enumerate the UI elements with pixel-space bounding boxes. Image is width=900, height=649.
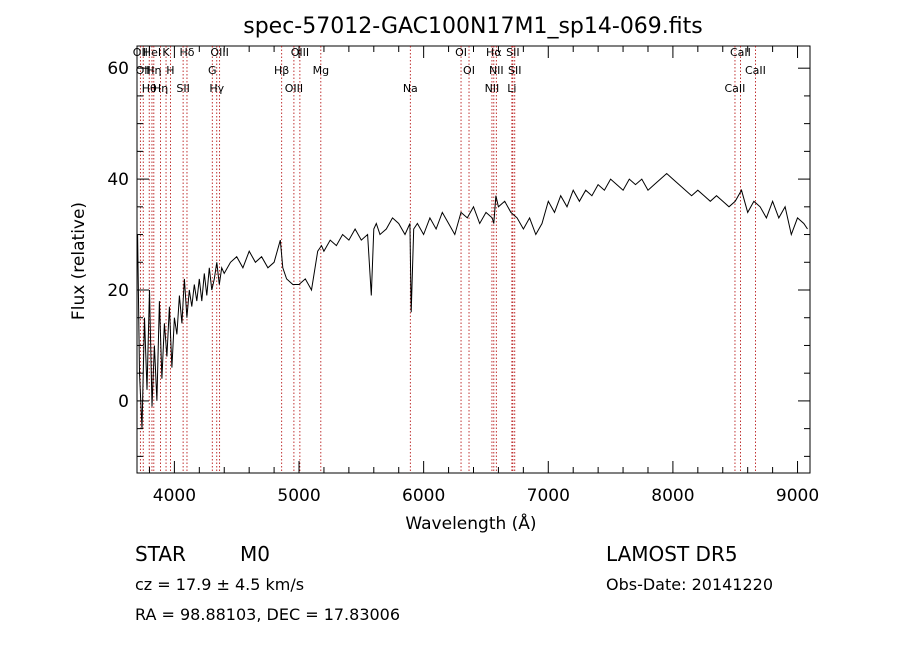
spectral-line-label: OIII	[210, 46, 228, 59]
spectral-line-label: CaII	[730, 46, 751, 59]
x-axis-ticks: 4000 5000 6000 7000 8000 9000	[148, 46, 819, 506]
spectral-line-label: K	[162, 46, 170, 59]
spectral-line-label: CaII	[725, 82, 746, 95]
x-tick-label: 9000	[776, 486, 819, 506]
y-axis-label: Flux (relative)	[69, 202, 89, 320]
class-label: STAR	[135, 542, 186, 566]
obs-date: Obs-Date: 20141220	[606, 575, 773, 594]
spectral-line-label: Mg	[313, 64, 329, 77]
spectral-line-label: OI	[455, 46, 467, 59]
x-axis-label: Wavelength (Å)	[405, 512, 536, 534]
x-tick-label: 6000	[402, 486, 445, 506]
x-tick-label: 5000	[277, 486, 320, 506]
spectral-line-label: Hδ	[179, 46, 194, 59]
spectral-line-label: Hγ	[209, 82, 224, 95]
x-tick-label: 8000	[651, 486, 694, 506]
x-tick-label: 4000	[153, 486, 196, 506]
spectral-line-label: Hβ	[274, 64, 289, 77]
spectral-line-label: HeI	[143, 46, 161, 59]
y-tick-label: 60	[107, 59, 129, 79]
spectral-line-label: Hη	[146, 64, 161, 77]
cz-value: cz = 17.9 ± 4.5 km/s	[135, 575, 304, 594]
y-tick-label: 20	[107, 281, 129, 301]
spectral-line-label: G	[208, 64, 217, 77]
spectral-line-label: CaII	[745, 64, 766, 77]
y-axis-ticks: 0 20 40 60	[107, 59, 810, 457]
spectral-line-label: Hθ	[142, 82, 157, 95]
spectral-line-label: NII	[489, 64, 504, 77]
survey-label: LAMOST DR5	[606, 542, 738, 566]
spectral-line-label: SII	[508, 64, 521, 77]
spectral-line-label: SII	[506, 46, 519, 59]
chart-title: spec-57012-GAC100N17M1_sp14-069.fits	[243, 14, 703, 39]
subclass-label: M0	[240, 542, 270, 566]
spectral-line-label: H	[166, 64, 174, 77]
spectral-line-label: OII	[133, 46, 148, 59]
y-tick-label: 0	[118, 392, 129, 412]
y-tick-label: 40	[107, 170, 129, 190]
spectrum-line	[137, 172, 808, 429]
spectral-line-label: OII	[136, 64, 151, 77]
spectral-line-label: OIII	[285, 82, 303, 95]
x-tick-label: 7000	[527, 486, 570, 506]
ra-dec: RA = 98.88103, DEC = 17.83006	[135, 605, 400, 624]
spectral-line-labels: OIIOIIHθHeIHηHηKHSIIHδGHγOIIIHβOIIIOIIIM…	[133, 46, 766, 95]
spectral-line-label: Hα	[486, 46, 502, 59]
spectral-line-label: OI	[463, 64, 475, 77]
spectral-line-label: Li	[507, 82, 516, 95]
spectral-line-label: OIII	[291, 46, 309, 59]
spectral-line-label: NII	[485, 82, 500, 95]
spectral-line-label: Na	[403, 82, 418, 95]
spectral-line-markers	[139, 46, 756, 473]
spectral-line-label: Hη	[153, 82, 168, 95]
spectral-line-label: SII	[176, 82, 189, 95]
spectrum-series	[137, 172, 808, 429]
